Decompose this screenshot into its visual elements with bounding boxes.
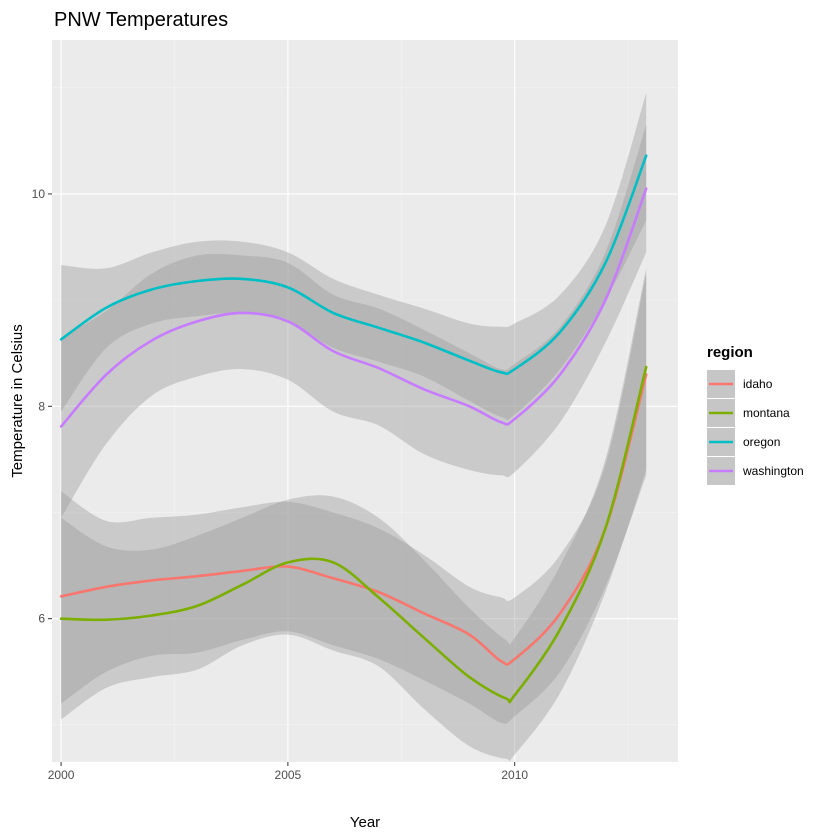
y-axis-title: Temperature in Celsius [9, 324, 26, 477]
confidence-band-montana [61, 268, 647, 762]
y-tick-label: 8 [38, 399, 45, 413]
confidence-band-oregon [61, 93, 647, 420]
legend-label-washington: washington [742, 464, 804, 478]
series-line-oregon [59, 154, 648, 376]
y-axis: 6 8 10 [32, 187, 52, 626]
chart-title: PNW Temperatures [54, 9, 228, 31]
y-tick-label: 10 [32, 187, 46, 201]
x-tick-label: 2010 [501, 768, 528, 782]
series-line-idaho [59, 373, 648, 666]
grid-major [52, 40, 678, 762]
series-line-washington [59, 187, 648, 428]
legend-title: region [707, 344, 753, 361]
grid-minor [52, 40, 678, 762]
x-tick-label: 2005 [275, 768, 302, 782]
legend: region idaho montana oregon washington [707, 344, 804, 485]
legend-label-idaho: idaho [743, 377, 773, 391]
legend-label-montana: montana [743, 406, 790, 420]
y-tick-label: 6 [38, 612, 45, 626]
x-axis-title: Year [350, 814, 380, 831]
x-axis: 2000 2005 2010 [48, 762, 528, 782]
confidence-band-idaho [61, 273, 647, 724]
x-tick-label: 2000 [48, 768, 75, 782]
legend-label-oregon: oregon [743, 435, 780, 449]
series-lines [59, 154, 648, 704]
plot-panel [52, 40, 678, 762]
series-line-montana [59, 365, 648, 704]
